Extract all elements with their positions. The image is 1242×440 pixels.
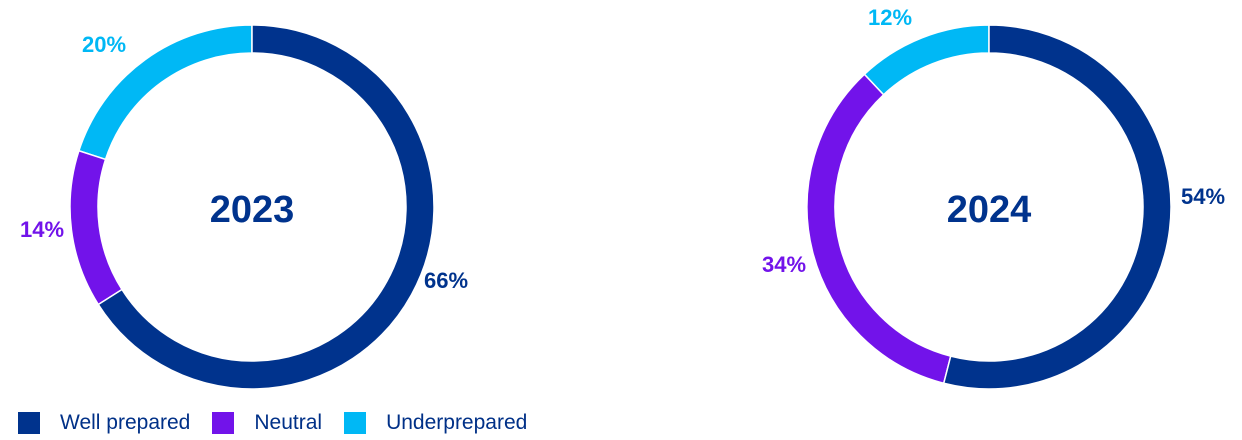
- data-label-underprepared-2023: 20%: [82, 32, 126, 57]
- center-label-2024: 2024: [947, 189, 1032, 231]
- data-label-neutral-2023: 14%: [20, 217, 64, 242]
- legend-label: Underprepared: [386, 411, 528, 434]
- slice-well-prepared-2023: [97, 24, 435, 390]
- donut-chart-2023: 2023 66% 14% 20%: [20, 24, 468, 390]
- center-label-2023: 2023: [210, 189, 295, 231]
- legend-label: Well prepared: [60, 411, 191, 434]
- legend-swatch: [18, 412, 40, 434]
- donut-chart-2024: 2024 54% 34% 12%: [762, 5, 1225, 390]
- slice-well-prepared-2024: [942, 24, 1172, 390]
- slice-neutral-2024: [806, 73, 952, 385]
- legend-item-underprepared: Underprepared: [344, 411, 527, 435]
- data-label-underprepared-2024: 12%: [868, 5, 912, 30]
- donut-charts-figure: 2023 66% 14% 20% 2024 54% 34% 12%: [20, 5, 1225, 390]
- data-label-well-prepared-2023: 66%: [424, 268, 468, 293]
- legend-item-neutral: Neutral: [212, 411, 322, 435]
- data-label-well-prepared-2024: 54%: [1181, 184, 1225, 209]
- legend-swatch: [344, 412, 367, 434]
- slice-underprepared-2024: [863, 24, 990, 96]
- legend-swatch: [212, 412, 235, 434]
- slice-neutral-2023: [69, 149, 124, 306]
- data-label-neutral-2024: 34%: [762, 252, 806, 277]
- legend-label: Neutral: [254, 411, 323, 434]
- legend-item-well-prepared: Well prepared: [18, 411, 190, 435]
- legend: Well prepared Neutral Underprepared: [18, 410, 549, 436]
